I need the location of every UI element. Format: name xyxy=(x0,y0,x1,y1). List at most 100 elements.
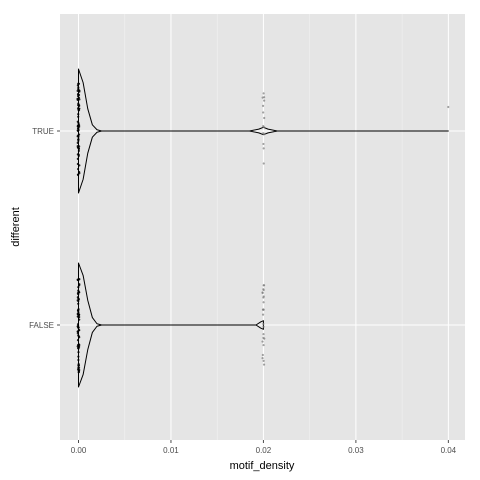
data-point xyxy=(261,291,264,295)
data-point xyxy=(261,96,264,99)
data-point xyxy=(78,291,81,294)
data-point xyxy=(77,334,80,337)
plot-panel xyxy=(60,14,465,440)
data-point xyxy=(262,142,265,146)
data-point xyxy=(77,147,81,150)
data-point xyxy=(262,359,265,363)
data-point xyxy=(76,330,79,333)
data-point xyxy=(77,309,80,312)
x-tick-label: 0.04 xyxy=(441,446,457,455)
data-point xyxy=(263,337,266,340)
data-point xyxy=(77,347,80,350)
data-point xyxy=(78,164,81,167)
data-point xyxy=(76,135,79,138)
data-point xyxy=(77,138,80,141)
data-point xyxy=(78,125,81,128)
data-point xyxy=(261,313,265,316)
data-point xyxy=(77,112,80,116)
data-point xyxy=(76,157,79,160)
y-axis: TRUE FALSE xyxy=(29,127,60,330)
data-point xyxy=(262,325,265,328)
data-point xyxy=(262,92,265,95)
data-point xyxy=(262,308,265,311)
grid-minor xyxy=(124,14,403,440)
data-point xyxy=(78,318,81,321)
data-point xyxy=(77,173,80,176)
data-point xyxy=(262,111,265,114)
data-point xyxy=(76,299,79,302)
data-point xyxy=(76,141,79,144)
data-point xyxy=(77,326,80,329)
violin-true xyxy=(77,68,449,194)
data-point xyxy=(78,90,81,93)
x-tick-label: 0.03 xyxy=(348,446,364,455)
data-point xyxy=(261,353,264,357)
data-point xyxy=(262,125,265,128)
y-tick-label: TRUE xyxy=(32,127,54,136)
data-point xyxy=(77,82,81,85)
data-point xyxy=(76,120,79,123)
data-point xyxy=(77,289,80,292)
data-point xyxy=(76,89,79,92)
y-tick-label: FALSE xyxy=(29,321,54,330)
data-point xyxy=(262,322,265,326)
data-point xyxy=(77,355,80,358)
data-point xyxy=(262,288,265,292)
x-axis-title: motif_density xyxy=(230,460,295,472)
data-point xyxy=(262,363,266,366)
data-point xyxy=(262,162,265,165)
data-point xyxy=(263,99,266,102)
data-point xyxy=(78,145,81,148)
data-point xyxy=(77,302,80,305)
data-point xyxy=(76,167,80,171)
data-point xyxy=(77,149,80,152)
data-point xyxy=(76,339,80,342)
violin-false xyxy=(77,262,264,388)
data-point xyxy=(262,284,266,287)
data-point xyxy=(262,343,265,347)
data-point xyxy=(77,88,80,91)
data-point xyxy=(76,332,79,335)
data-point xyxy=(262,147,265,150)
data-point xyxy=(77,369,81,372)
y-axis-title: different xyxy=(10,207,22,247)
x-tick-label: 0.01 xyxy=(163,446,179,455)
data-point xyxy=(262,333,265,336)
data-point xyxy=(262,295,265,298)
data-point xyxy=(77,358,80,362)
x-tick-label: 0.02 xyxy=(256,446,272,455)
data-point xyxy=(77,127,80,130)
data-point xyxy=(78,170,81,174)
data-point xyxy=(77,278,80,281)
data-point xyxy=(77,366,81,369)
data-points xyxy=(76,82,450,374)
data-point xyxy=(76,296,79,299)
data-point xyxy=(76,97,79,100)
data-point xyxy=(77,93,81,97)
x-tick-label: 0.00 xyxy=(71,446,87,455)
data-point xyxy=(77,115,80,118)
data-point xyxy=(78,329,81,332)
data-point xyxy=(76,315,79,318)
data-point xyxy=(261,104,265,108)
data-point xyxy=(77,324,80,328)
data-point xyxy=(262,132,265,135)
data-point xyxy=(76,162,79,166)
data-point xyxy=(76,84,79,87)
data-point xyxy=(261,340,264,343)
data-point xyxy=(77,285,80,289)
data-point xyxy=(77,133,81,136)
data-point xyxy=(262,301,265,304)
data-point xyxy=(76,323,80,326)
data-point xyxy=(261,356,264,360)
data-point xyxy=(447,105,450,109)
data-point xyxy=(77,351,80,354)
x-axis: 0.00 0.01 0.02 0.03 0.04 xyxy=(71,440,457,455)
data-point xyxy=(76,312,79,315)
data-point xyxy=(78,284,81,287)
violins xyxy=(77,68,449,388)
data-point xyxy=(78,343,81,347)
data-point xyxy=(77,104,80,107)
data-point xyxy=(77,86,80,89)
